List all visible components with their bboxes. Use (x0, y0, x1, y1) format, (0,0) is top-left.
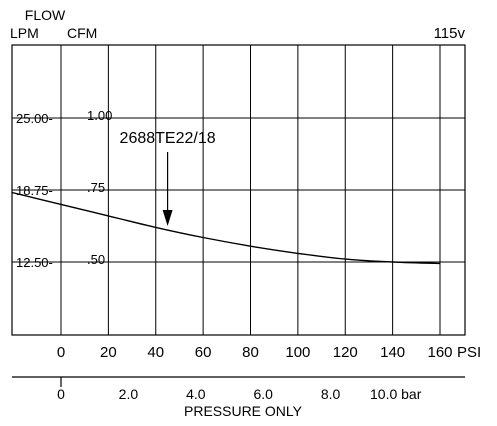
series-layer (11, 191, 441, 265)
lpm-label: LPM (10, 25, 39, 41)
voltage-label: 115v (434, 25, 466, 42)
annotation: 2688TE22/18 (120, 130, 216, 226)
lpm-tick-label: 12.50- (16, 255, 53, 270)
lpm-tick-label: 18.75- (16, 183, 53, 198)
psi-tick-label: 40 (147, 344, 164, 361)
psi-tick-label: 160 (427, 344, 452, 361)
cfm-axis: 1.00 .75 .50 (87, 108, 112, 267)
psi-tick-label: 60 (195, 344, 212, 361)
flow-label: FLOW (25, 7, 66, 23)
series-label: 2688TE22/18 (120, 130, 216, 147)
cfm-tick-label: .50 (87, 252, 105, 267)
bar-axis: 0 2.0 4.0 6.0 8.0 10.0 bar PRESSURE ONLY (12, 376, 465, 419)
psi-tick-label: 80 (242, 344, 259, 361)
psi-tick-label: 0 (57, 344, 65, 361)
psi-tick-label: 20 (100, 344, 117, 361)
bar-tick-label: 8.0 (321, 386, 341, 402)
bar-tick-label: 6.0 (253, 386, 273, 402)
psi-unit-label: PSI (457, 344, 481, 361)
cfm-tick-label: .75 (87, 180, 105, 195)
lpm-tick-label: 25.00- (16, 111, 53, 126)
bar-tick-label: 0 (57, 386, 65, 402)
bar-tick-label: 2.0 (119, 386, 139, 402)
cfm-label: CFM (67, 25, 97, 41)
psi-tick-label: 120 (333, 344, 358, 361)
grid-lines (12, 45, 465, 335)
bar-tick-label: 10.0 bar (370, 386, 422, 402)
cfm-tick-label: 1.00 (87, 108, 112, 123)
bar-tick-label: 4.0 (186, 386, 206, 402)
lpm-axis: 25.00- 18.75- 12.50- (16, 111, 53, 270)
annotation-arrow-head (162, 209, 173, 226)
psi-tick-label: 140 (380, 344, 405, 361)
psi-axis: 0 20 40 60 80 100 120 140 160 PSI (57, 344, 481, 361)
psi-tick-label: 100 (285, 344, 310, 361)
bar-axis-title: PRESSURE ONLY (184, 403, 303, 419)
series-line-0 (11, 191, 441, 265)
